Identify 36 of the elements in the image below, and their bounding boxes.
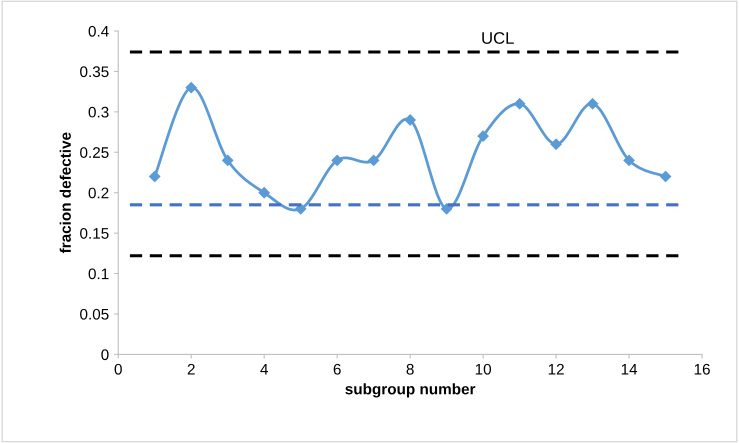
y-tick-label: 0.05 [80, 308, 109, 320]
y-tick-label: 0.15 [80, 228, 109, 239]
ref-line-label: UCL [482, 32, 514, 44]
x-tick-label: 14 [622, 364, 638, 374]
point [586, 98, 598, 110]
x-tick-label: 12 [548, 364, 564, 374]
x-tick-label: 4 [260, 364, 268, 374]
y-axis-title: fracion defective [60, 132, 71, 254]
point [478, 130, 489, 142]
point [404, 114, 416, 126]
point [258, 187, 270, 198]
x-tick-label: 6 [334, 364, 341, 375]
point [514, 98, 526, 110]
y-tick-label: 0.25 [80, 147, 109, 158]
x-axis-title: subgroup number [345, 383, 476, 398]
point [149, 170, 160, 182]
point [186, 82, 197, 94]
y-tick-label: 0.1 [88, 268, 108, 280]
point [222, 154, 234, 166]
x-tick-label: 0 [114, 364, 122, 375]
y-tick-label: 0.2 [88, 188, 108, 198]
point [660, 170, 672, 182]
point [368, 154, 380, 166]
x-tick-label: 2 [188, 364, 195, 374]
y-tick-label: 0.4 [88, 26, 109, 37]
x-tick-label: 8 [406, 364, 414, 375]
point [295, 203, 306, 214]
x-tick-label: 10 [476, 364, 492, 375]
point [332, 154, 343, 166]
point [623, 154, 635, 166]
point [550, 138, 562, 150]
y-tick-label: 0.35 [80, 66, 109, 78]
y-tick-label: 0.3 [88, 106, 109, 118]
point [441, 203, 452, 214]
y-tick-label: 0 [101, 349, 109, 360]
x-tick-label: 16 [694, 364, 710, 375]
